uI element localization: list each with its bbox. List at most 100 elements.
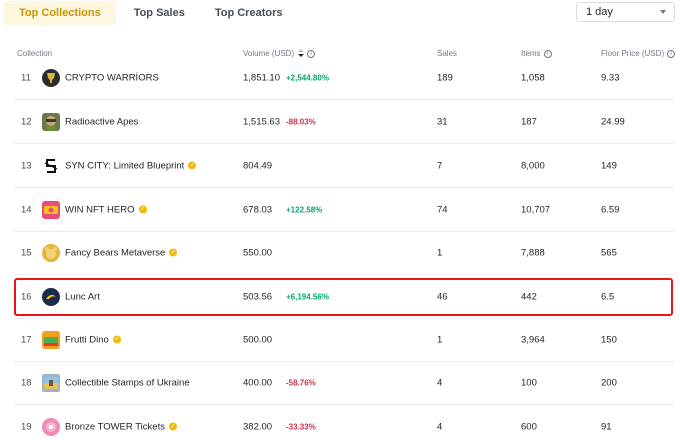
column-floor-price: Floor Price (USD) i — [601, 49, 676, 58]
collection-name-text: Bronze TOWER Tickets — [65, 421, 165, 432]
collection-name-text: Frutti Dino — [65, 334, 109, 345]
collection-name-text: CRYPTO WARRİORS — [65, 72, 159, 83]
table-header: Collection Volume (USD) i Sales Items i … — [0, 46, 680, 62]
chevron-down-icon — [660, 10, 666, 14]
bear-avatar — [42, 243, 60, 262]
collection-name-text: Fancy Bears Metaverse — [65, 247, 166, 258]
info-icon[interactable]: i — [667, 49, 676, 58]
win-hero-avatar — [42, 200, 60, 219]
tab-top-creators[interactable]: Top Creators — [214, 7, 283, 19]
collection-name-text: Radioactive Apes — [65, 116, 139, 127]
items-value: 600 — [521, 421, 537, 432]
sales-value: 4 — [437, 377, 443, 388]
table-row[interactable]: 18 Collectible Stamps of Ukraine 400.00 … — [14, 361, 674, 405]
rank-number: 17 — [21, 334, 32, 345]
floor-price-value: 6.5 — [601, 291, 615, 302]
rank-number: 11 — [21, 72, 31, 83]
collection-name-text: WIN NFT HERO — [65, 204, 135, 215]
sales-value: 4 — [437, 421, 443, 432]
items-value: 442 — [521, 291, 537, 302]
collection-name[interactable]: Frutti Dino ✓ — [65, 334, 121, 345]
lunc-avatar — [42, 287, 60, 306]
floor-price-value: 565 — [601, 247, 617, 258]
collection-name[interactable]: Fancy Bears Metaverse ✓ — [65, 247, 178, 258]
volume-change: +6,194.56% — [286, 292, 329, 301]
sort-icon[interactable] — [298, 49, 305, 58]
verified-badge-icon: ✓ — [112, 335, 121, 344]
ape-avatar — [42, 112, 60, 131]
rank-number: 12 — [21, 116, 32, 127]
rank-number: 16 — [21, 291, 32, 302]
sales-value: 31 — [437, 116, 448, 127]
rank-number: 14 — [21, 204, 32, 215]
column-sales: Sales — [437, 49, 457, 58]
volume-value: 1,515.63 — [243, 116, 280, 127]
table-row[interactable]: 15 Fancy Bears Metaverse ✓ 550.00 1 7,888… — [14, 231, 674, 275]
sales-value: 1 — [437, 334, 443, 345]
column-floor-price-label: Floor Price (USD) — [601, 49, 665, 58]
table-row[interactable]: 13 SYN CITY: Limited Blueprint ✓ 804.49 7… — [14, 144, 674, 188]
collection-name[interactable]: Collectible Stamps of Ukraine — [65, 377, 190, 388]
collection-name-text: SYN CITY: Limited Blueprint — [65, 160, 185, 171]
ticket-avatar — [42, 417, 60, 436]
items-value: 10,707 — [521, 204, 551, 215]
volume-value: 503.56 — [243, 291, 273, 302]
volume-change: -33.33% — [286, 422, 316, 431]
stamp-avatar — [42, 373, 60, 392]
volume-value: 550.00 — [243, 247, 273, 258]
rank-number: 18 — [21, 377, 32, 388]
collection-name[interactable]: Bronze TOWER Tickets ✓ — [65, 421, 177, 432]
floor-price-value: 150 — [601, 334, 617, 345]
column-volume-label: Volume (USD) — [243, 49, 295, 58]
items-value: 1,058 — [521, 72, 545, 83]
column-collection: Collection — [17, 49, 52, 58]
items-value: 187 — [521, 116, 537, 127]
floor-price-value: 24.99 — [601, 116, 625, 127]
column-volume[interactable]: Volume (USD) i — [243, 49, 316, 58]
sales-value: 1 — [437, 247, 443, 258]
sales-value: 189 — [437, 72, 453, 83]
floor-price-value: 6.59 — [601, 204, 620, 215]
collection-name[interactable]: Radioactive Apes — [65, 116, 138, 127]
tab-top-sales[interactable]: Top Sales — [133, 7, 185, 19]
period-select[interactable]: 1 day — [576, 2, 675, 22]
table-row[interactable]: 14 WIN NFT HERO ✓ 678.03 +122.58% 74 10,7… — [14, 188, 674, 232]
volume-change: -58.76% — [286, 378, 316, 387]
collection-name[interactable]: SYN CITY: Limited Blueprint ✓ — [65, 160, 197, 171]
collection-name[interactable]: WIN NFT HERO ✓ — [65, 204, 147, 215]
tab-top-collections[interactable]: Top Collections — [4, 1, 116, 25]
items-value: 7,888 — [521, 247, 545, 258]
collection-name[interactable]: Lunc Art — [65, 291, 100, 302]
column-collection-label: Collection — [17, 49, 53, 58]
warrior-avatar — [42, 68, 60, 87]
collection-name[interactable]: CRYPTO WARRİORS — [65, 72, 159, 83]
rank-number: 15 — [21, 247, 32, 258]
column-sales-label: Sales — [437, 49, 458, 58]
volume-change: +122.58% — [286, 205, 323, 214]
table-row[interactable]: 11 CRYPTO WARRİORS 1,851.10 +2,544.80% 1… — [14, 56, 674, 100]
table-row[interactable]: 16 Lunc Art 503.56 +6,194.56% 46 442 6.5 — [14, 275, 674, 319]
items-value: 100 — [521, 377, 537, 388]
rank-number: 13 — [21, 160, 32, 171]
floor-price-value: 200 — [601, 377, 617, 388]
column-items-label: Items — [521, 49, 541, 58]
collection-name-text: Collectible Stamps of Ukraine — [65, 377, 190, 388]
volume-change: -88.03% — [286, 117, 316, 126]
volume-value: 500.00 — [243, 334, 273, 345]
volume-value: 678.03 — [243, 204, 273, 215]
collection-tabs: Top Collections Top Sales Top Creators — [4, 0, 300, 26]
sales-value: 7 — [437, 160, 443, 171]
items-value: 8,000 — [521, 160, 545, 171]
verified-badge-icon: ✓ — [169, 248, 178, 257]
info-icon[interactable]: i — [307, 49, 316, 58]
info-icon[interactable]: i — [543, 49, 552, 58]
items-value: 3,964 — [521, 334, 545, 345]
table-row[interactable]: 17 Frutti Dino ✓ 500.00 1 3,964 150 — [14, 318, 674, 362]
period-select-value: 1 day — [586, 6, 613, 18]
verified-badge-icon: ✓ — [168, 422, 177, 431]
table-row[interactable]: 19 Bronze TOWER Tickets ✓ 382.00 -33.33% … — [14, 405, 674, 440]
collection-name-text: Lunc Art — [65, 291, 100, 302]
dino-avatar — [42, 330, 60, 349]
table-row[interactable]: 12 Radioactive Apes 1,515.63 -88.03% 31 … — [14, 100, 674, 144]
floor-price-value: 149 — [601, 160, 617, 171]
